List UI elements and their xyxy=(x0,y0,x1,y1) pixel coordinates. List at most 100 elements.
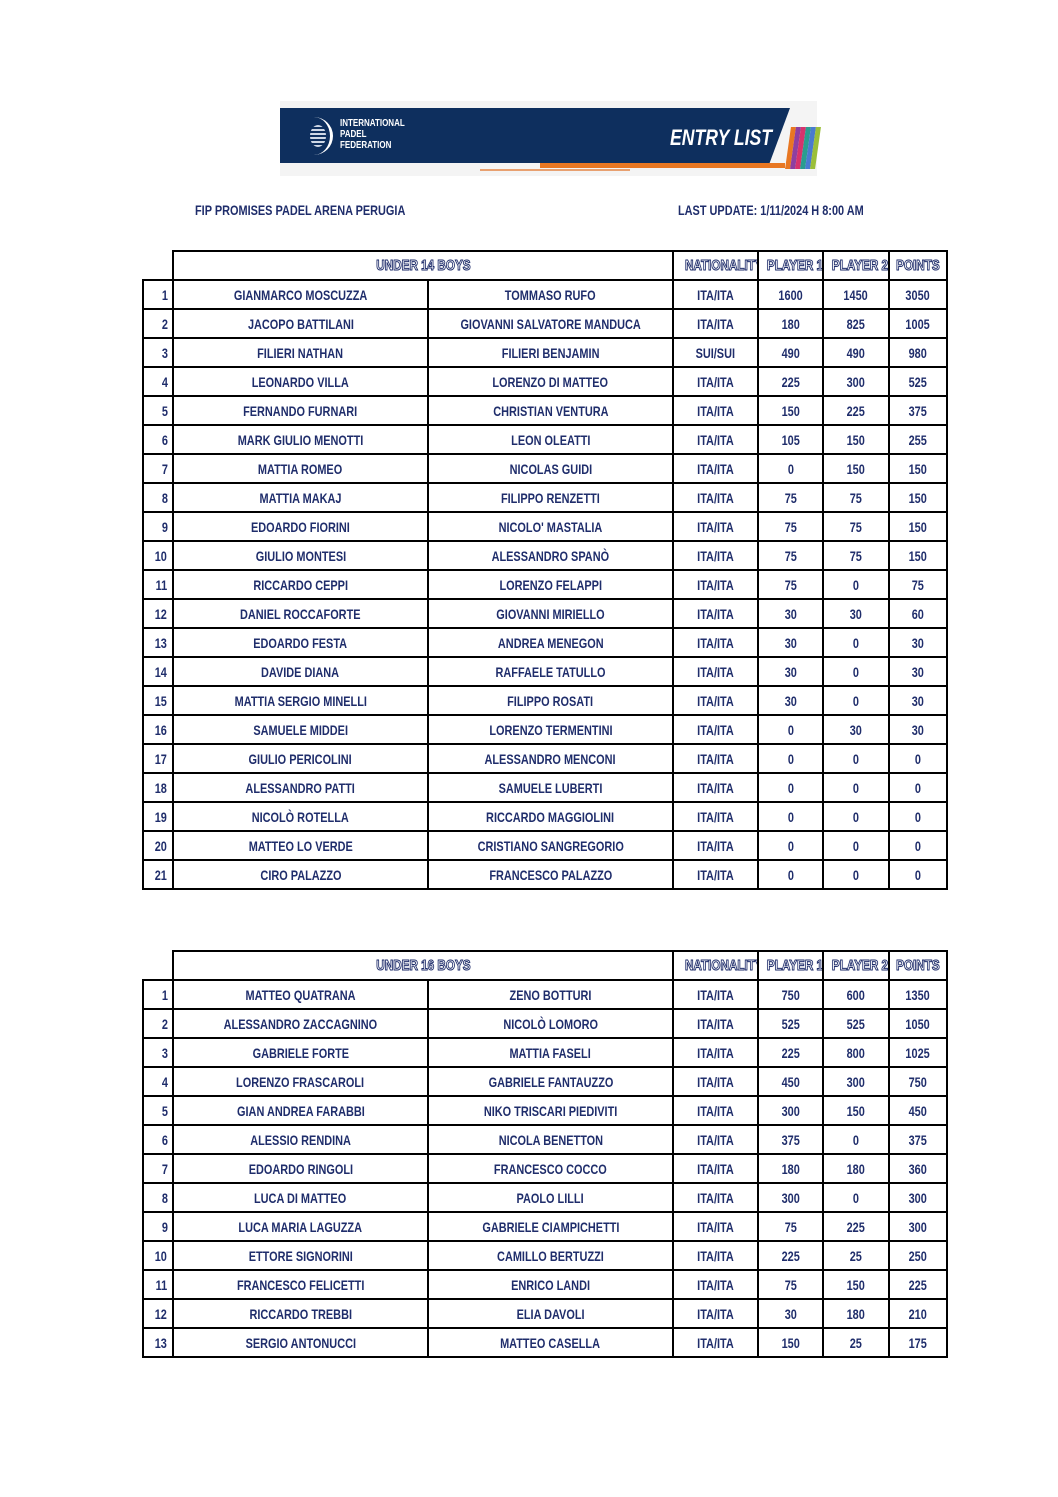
nationality-cell-text: ITA/ITA xyxy=(697,1276,734,1293)
player2-points-cell: 150 xyxy=(822,1269,890,1300)
table-row: 8 LUCA DI MATTEO PAOLO LILLI ITA/ITA 300 0 300 xyxy=(142,1182,948,1213)
total-points-cell: 250 xyxy=(888,1240,948,1271)
player2-points-cell-text: 150 xyxy=(846,431,866,448)
rank-cell: 8 xyxy=(142,1182,174,1213)
nationality-cell: ITA/ITA xyxy=(672,1211,759,1242)
table-row: 1 MATTEO QUATRANA ZENO BOTTURI ITA/ITA 750 60… xyxy=(142,979,948,1010)
rank-cell: 1 xyxy=(142,979,174,1010)
player2-points-cell-text: 0 xyxy=(852,750,860,767)
rank-cell-text: 12 xyxy=(155,1305,168,1322)
player1-points-cell: 180 xyxy=(757,308,824,339)
rank-cell: 8 xyxy=(142,482,174,513)
padel-ball-icon xyxy=(310,125,326,147)
rank-cell-text: 8 xyxy=(162,1189,169,1206)
player1-name-cell: FILIERI NATHAN xyxy=(172,337,429,368)
rank-cell: 2 xyxy=(142,1008,174,1039)
rank-cell: 5 xyxy=(142,1095,174,1126)
total-points-cell: 75 xyxy=(888,569,948,600)
player1-header: PLAYER 1 xyxy=(757,250,824,281)
player1-points-cell-text: 450 xyxy=(781,1073,800,1090)
tournament-name: FIP PROMISES PADEL ARENA PERUGIA xyxy=(195,202,406,218)
nationality-cell: ITA/ITA xyxy=(672,1037,759,1068)
total-points-cell-text: 175 xyxy=(908,1334,928,1351)
nationality-cell-text: ITA/ITA xyxy=(697,1073,734,1090)
total-points-cell-text: 375 xyxy=(908,402,928,419)
player1-points-cell-text: 0 xyxy=(787,808,794,825)
player2-points-cell-text: 150 xyxy=(846,460,866,477)
table-row: 7 EDOARDO RINGOLI FRANCESCO COCCO ITA/ITA 18… xyxy=(142,1153,948,1184)
points-header-text: POINTS xyxy=(896,257,940,275)
player2-name-cell: GIOVANNI MIRIELLO xyxy=(427,598,674,629)
player2-name-cell: LORENZO DI MATTEO xyxy=(427,366,674,397)
category-header-text: UNDER 16 BOYS xyxy=(375,957,471,975)
player1-points-cell: 105 xyxy=(757,424,824,455)
player2-points-cell-text: 0 xyxy=(852,779,860,796)
player2-points-cell: 490 xyxy=(822,337,890,368)
nationality-cell: ITA/ITA xyxy=(672,743,759,774)
player2-points-cell-text: 0 xyxy=(852,663,860,680)
nationality-cell: ITA/ITA xyxy=(672,1327,759,1358)
player1-name-cell-text: CIRO PALAZZO xyxy=(259,866,342,883)
rank-cell-text: 13 xyxy=(155,1334,168,1351)
player2-points-cell: 30 xyxy=(822,714,890,745)
nationality-cell-text: ITA/ITA xyxy=(697,402,734,419)
nationality-cell: ITA/ITA xyxy=(672,979,759,1010)
player1-points-cell-text: 30 xyxy=(784,634,797,651)
player1-name-cell-text: RICCARDO TREBBI xyxy=(249,1305,352,1322)
player2-name-cell: ANDREA MENEGON xyxy=(427,627,674,658)
nationality-cell-text: ITA/ITA xyxy=(697,837,734,854)
player2-points-cell-text: 0 xyxy=(852,1131,860,1148)
player2-name-cell-text: LORENZO FELAPPI xyxy=(499,576,602,593)
rank-cell: 20 xyxy=(142,830,174,861)
player2-points-cell: 150 xyxy=(822,1095,890,1126)
player1-points-cell: 0 xyxy=(757,453,824,484)
rank-cell: 12 xyxy=(142,1298,174,1329)
player2-points-cell: 0 xyxy=(822,627,890,658)
category-header: UNDER 16 BOYS xyxy=(172,950,674,981)
nationality-cell-text: ITA/ITA xyxy=(697,750,734,767)
player2-name-cell: ELIA DAVOLI xyxy=(427,1298,674,1329)
player1-name-cell: GIAN ANDREA FARABBI xyxy=(172,1095,429,1126)
player2-points-cell-text: 825 xyxy=(846,315,866,332)
nationality-cell-text: ITA/ITA xyxy=(697,1102,734,1119)
player2-name-cell: ZENO BOTTURI xyxy=(427,979,674,1010)
total-points-cell: 450 xyxy=(888,1095,948,1126)
player1-name-cell-text: EDOARDO RINGOLI xyxy=(248,1160,353,1177)
player2-points-cell-text: 25 xyxy=(849,1247,863,1264)
player1-name-cell-text: GIAN ANDREA FARABBI xyxy=(236,1102,365,1119)
rank-cell: 14 xyxy=(142,656,174,687)
player1-name-cell-text: MATTEO LO VERDE xyxy=(248,837,353,854)
nationality-cell-text: ITA/ITA xyxy=(697,1334,734,1351)
player2-points-cell: 150 xyxy=(822,424,890,455)
total-points-cell-text: 1005 xyxy=(905,315,931,332)
player2-name-cell-text: GIOVANNI SALVATORE MANDUCA xyxy=(460,315,641,332)
player2-points-cell: 0 xyxy=(822,685,890,716)
player2-name-cell: ENRICO LANDI xyxy=(427,1269,674,1300)
nationality-cell-text: ITA/ITA xyxy=(697,1160,734,1177)
player1-points-cell-text: 180 xyxy=(781,1160,800,1177)
player2-name-cell-text: FILIERI BENJAMIN xyxy=(501,344,600,361)
player2-name-cell-text: LORENZO DI MATTEO xyxy=(492,373,609,390)
player2-name-cell-text: NICOLAS GUIDI xyxy=(509,460,592,477)
rank-cell-text: 17 xyxy=(155,750,168,767)
player1-points-cell: 75 xyxy=(757,1211,824,1242)
player2-name-cell-text: MATTIA FASELI xyxy=(509,1044,592,1061)
table-row: 8 MATTIA MAKAJ FILIPPO RENZETTI ITA/ITA 75 75… xyxy=(142,482,948,513)
player1-name-cell: EDOARDO RINGOLI xyxy=(172,1153,429,1184)
rank-cell-text: 1 xyxy=(162,986,169,1003)
player1-points-cell: 75 xyxy=(757,540,824,571)
nationality-cell-text: ITA/ITA xyxy=(697,1015,734,1032)
player1-points-cell-text: 30 xyxy=(784,663,797,680)
rank-cell-text: 4 xyxy=(162,373,169,390)
player1-points-cell: 225 xyxy=(757,1037,824,1068)
total-points-cell-text: 150 xyxy=(908,547,928,564)
nationality-cell-text: ITA/ITA xyxy=(697,1189,734,1206)
player1-points-cell-text: 300 xyxy=(781,1102,800,1119)
table-row: 9 LUCA MARIA LAGUZZA GABRIELE CIAMPICHETTI… xyxy=(142,1211,948,1242)
player1-points-cell: 30 xyxy=(757,685,824,716)
player1-name-cell-text: FERNANDO FURNARI xyxy=(243,402,358,419)
table-row: 3 GABRIELE FORTE MATTIA FASELI ITA/ITA 225 80… xyxy=(142,1037,948,1068)
player1-name-cell: ALESSANDRO PATTI xyxy=(172,772,429,803)
player2-points-cell: 0 xyxy=(822,1182,890,1213)
rank-cell-text: 3 xyxy=(162,1044,169,1061)
